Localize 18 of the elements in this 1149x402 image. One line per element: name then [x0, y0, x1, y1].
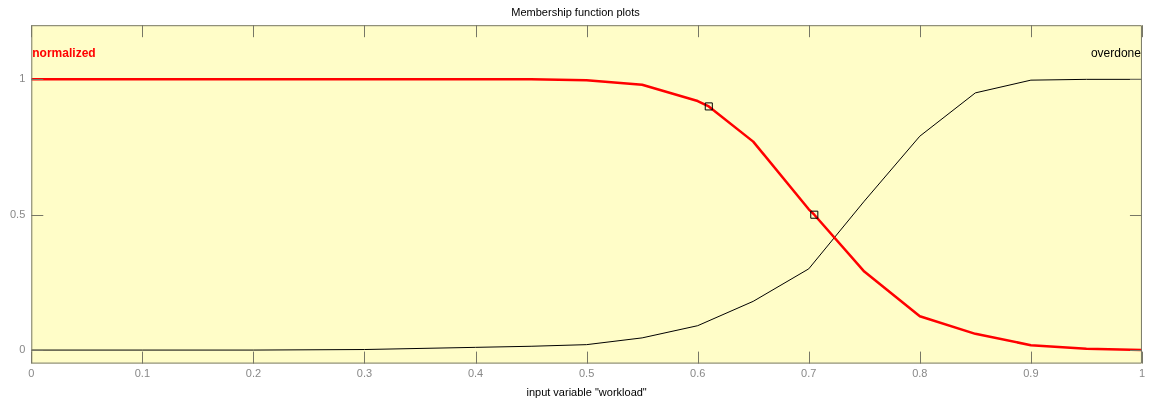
x-tick-label: 0 — [28, 367, 35, 380]
chart-title: Membership function plots — [511, 5, 641, 18]
x-tick-label: 0.6 — [690, 367, 706, 380]
y-tick-label: 1 — [19, 72, 26, 85]
x-tick-label: 0.1 — [134, 367, 150, 380]
series-label: normalized — [32, 45, 96, 60]
x-tick-label: 0.3 — [356, 367, 373, 380]
x-axis-title: input variable "workload" — [526, 386, 647, 399]
x-tick-label: 0.4 — [467, 367, 484, 380]
x-tick-label: 1 — [1138, 367, 1145, 380]
y-tick-label: 0 — [19, 343, 26, 356]
x-tick-label: 0.2 — [245, 367, 262, 380]
x-tick-label: 0.8 — [912, 367, 928, 380]
series-label: overdone — [1090, 45, 1142, 60]
y-tick-label: 0.5 — [9, 207, 26, 220]
x-tick-label: 0.5 — [578, 367, 595, 380]
x-tick-label: 0.9 — [1023, 367, 1039, 380]
x-tick-label: 0.7 — [801, 367, 817, 380]
